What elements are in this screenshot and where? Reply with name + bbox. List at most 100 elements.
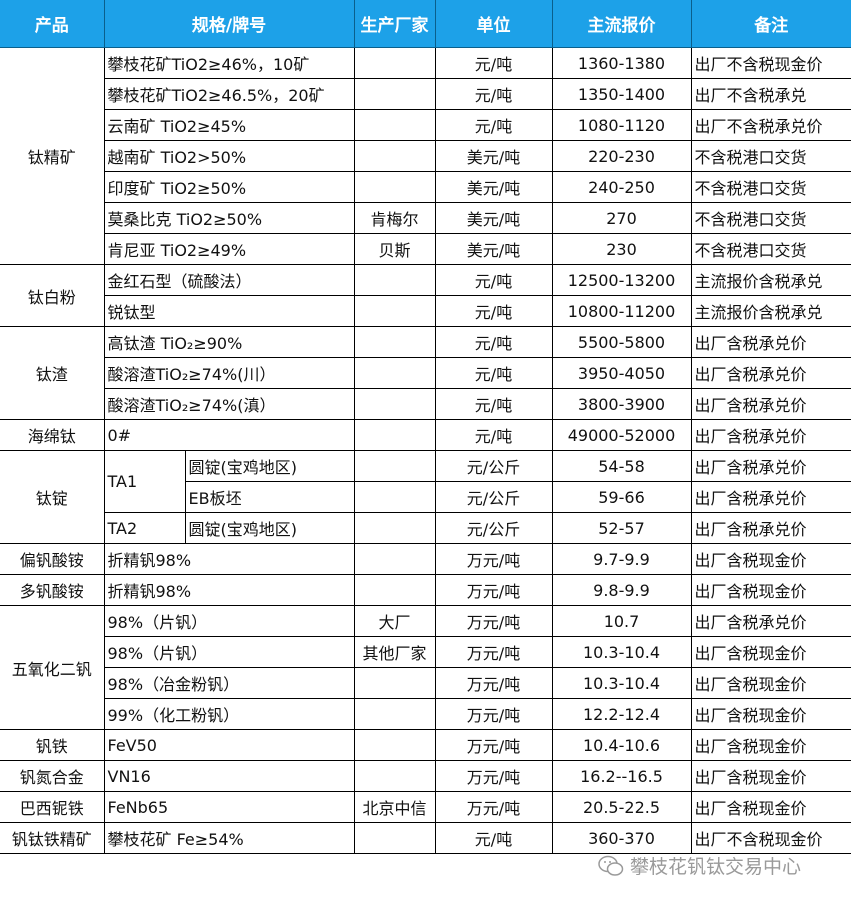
price-cell: 10.3-10.4 [551, 636, 692, 668]
unit-cell: 万元/吨 [434, 667, 553, 699]
table-row: 印度矿 TiO2≥50% 美元/吨 240-250 不含税港口交货 [0, 171, 851, 203]
note-cell: 出厂含税现金价 [690, 574, 851, 606]
maker-cell [353, 667, 436, 699]
spec-cell: 莫桑比克 TiO2≥50% [104, 202, 355, 234]
spec-cell: FeV50 [103, 729, 355, 761]
unit-cell: 元/吨 [434, 357, 553, 389]
note-cell: 出厂含税承兑价 [690, 419, 851, 451]
spec-cell: 99%（化工粉钒） [104, 698, 355, 730]
spec-cell: 98%（片钒） [104, 636, 355, 668]
maker-cell [353, 512, 436, 544]
price-cell: 10.3-10.4 [551, 667, 692, 699]
unit-cell: 元/吨 [434, 47, 553, 79]
maker-cell [353, 109, 436, 141]
unit-cell: 万元/吨 [434, 698, 553, 730]
grade-cell: TA1 [103, 450, 186, 513]
table-row: 巴西铌铁 FeNb65 北京中信 万元/吨 20.5-22.5 出厂含税现金价 [0, 791, 851, 823]
product-cell: 钒钛铁精矿 [0, 822, 105, 854]
product-cell: 钒氮合金 [0, 760, 105, 792]
note-cell: 出厂含税承兑价 [690, 605, 851, 637]
unit-cell: 元/吨 [434, 78, 553, 110]
unit-cell: 元/吨 [434, 109, 553, 141]
spec-cell: 高钛渣 TiO₂≥90% [103, 326, 355, 358]
maker-cell [353, 574, 436, 606]
table-row: 钒铁 FeV50 万元/吨 10.4-10.6 出厂含税现金价 [0, 729, 851, 761]
table-row: 99%（化工粉钒） 万元/吨 12.2-12.4 出厂含税现金价 [0, 698, 851, 730]
price-cell: 54-58 [551, 450, 692, 482]
unit-cell: 美元/吨 [434, 202, 553, 234]
spec-cell: 云南矿 TiO2≥45% [104, 109, 355, 141]
price-cell: 5500-5800 [551, 326, 692, 358]
spec-cell: 金红石型（硫酸法） [103, 264, 355, 296]
table-row: 钒氮合金 VN16 万元/吨 16.2--16.5 出厂含税现金价 [0, 760, 851, 792]
unit-cell: 万元/吨 [434, 791, 553, 823]
maker-cell: 其他厂家 [353, 636, 436, 668]
table-row: 钛渣 高钛渣 TiO₂≥90% 元/吨 5500-5800 出厂含税承兑价 [0, 326, 851, 420]
spec-cell: VN16 [103, 760, 355, 792]
note-cell: 出厂含税现金价 [690, 760, 851, 792]
maker-cell: 贝斯 [353, 233, 436, 265]
note-cell: 出厂不含税承兑 [690, 78, 851, 110]
note-cell: 出厂含税现金价 [690, 729, 851, 761]
price-table: 产品 规格/牌号 生产厂家 单位 主流报价 备注 钛精矿 攀枝花矿TiO2≥46%，10矿元… [0, 0, 851, 854]
spec-cell: 98%（片钒） [103, 605, 355, 637]
note-cell: 出厂含税现金价 [690, 667, 851, 699]
price-cell: 16.2--16.5 [551, 760, 692, 792]
table-row: 酸溶渣TiO₂≥74%(滇） 元/吨 3800-3900 出厂含税承兑价 [0, 388, 851, 420]
price-cell: 270 [551, 202, 692, 234]
price-cell: 220-230 [551, 140, 692, 172]
table-row: EB板坯 元/公斤 59-66 出厂含税承兑价 [0, 481, 851, 513]
unit-cell: 元/吨 [434, 326, 553, 358]
header-spec: 规格/牌号 [103, 0, 355, 48]
maker-cell [353, 47, 436, 79]
note-cell: 不含税港口交货 [690, 233, 851, 265]
form-cell: 圆锭(宝鸡地区) [184, 450, 355, 482]
note-cell: 不含税港口交货 [690, 171, 851, 203]
price-cell: 59-66 [551, 481, 692, 513]
unit-cell: 元/吨 [434, 419, 553, 451]
spec-cell: 98%（冶金粉钒） [104, 667, 355, 699]
table-row: 越南矿 TiO2>50% 美元/吨 220-230 不含税港口交货 [0, 140, 851, 172]
form-cell: 圆锭(宝鸡地区) [184, 512, 355, 544]
unit-cell: 元/吨 [434, 295, 553, 327]
product-cell: 钛精矿 [0, 47, 105, 265]
price-cell: 1350-1400 [551, 78, 692, 110]
form-cell: EB板坯 [185, 481, 355, 513]
table-row: 锐钛型 元/吨 10800-11200 主流报价含税承兑 [0, 295, 851, 327]
note-cell: 出厂含税现金价 [690, 543, 851, 575]
maker-cell [353, 295, 436, 327]
price-cell: 12500-13200 [551, 264, 692, 296]
table-row: 肯尼亚 TiO2≥49% 贝斯 美元/吨 230 不含税港口交货 [0, 233, 851, 265]
unit-cell: 万元/吨 [434, 605, 553, 637]
maker-cell [353, 419, 436, 451]
spec-cell: 攀枝花矿TiO2≥46%，10矿 [103, 47, 355, 79]
table-row: 偏钒酸铵 折精钒98% 万元/吨 9.7-9.9 出厂含税现金价 [0, 543, 851, 575]
maker-cell [353, 760, 436, 792]
header-unit: 单位 [434, 0, 553, 48]
watermark-text: 攀枝花钒钛交易中心 [630, 856, 802, 878]
grade-cell: TA2 [104, 512, 186, 544]
header-product: 产品 [0, 0, 105, 48]
note-cell: 出厂含税现金价 [690, 791, 851, 823]
note-cell: 出厂含税承兑价 [690, 357, 851, 389]
maker-cell [353, 140, 436, 172]
table-row: 钛白粉 金红石型（硫酸法） 元/吨 12500-13200 主流报价含税承兑 [0, 264, 851, 327]
spec-cell: 印度矿 TiO2≥50% [104, 171, 355, 203]
maker-cell: 大厂 [353, 605, 436, 637]
unit-cell: 元/吨 [434, 388, 553, 420]
price-cell: 3950-4050 [551, 357, 692, 389]
spec-cell: 折精钒98% [103, 543, 355, 575]
price-cell: 360-370 [551, 822, 692, 854]
unit-cell: 万元/吨 [434, 760, 553, 792]
product-cell: 巴西铌铁 [0, 791, 105, 823]
note-cell: 出厂含税承兑价 [690, 512, 851, 544]
unit-cell: 万元/吨 [434, 543, 553, 575]
price-cell: 10800-11200 [551, 295, 692, 327]
product-cell: 钒铁 [0, 729, 105, 761]
unit-cell: 万元/吨 [434, 636, 553, 668]
table-row: 五氧化二钒 98%（片钒） 大厂 万元/吨 10.7 出厂含税承兑价 [0, 605, 851, 730]
product-cell: 偏钒酸铵 [0, 543, 105, 575]
unit-cell: 元/吨 [434, 822, 553, 854]
price-cell: 240-250 [551, 171, 692, 203]
spec-cell: 酸溶渣TiO₂≥74%(川） [104, 357, 355, 389]
